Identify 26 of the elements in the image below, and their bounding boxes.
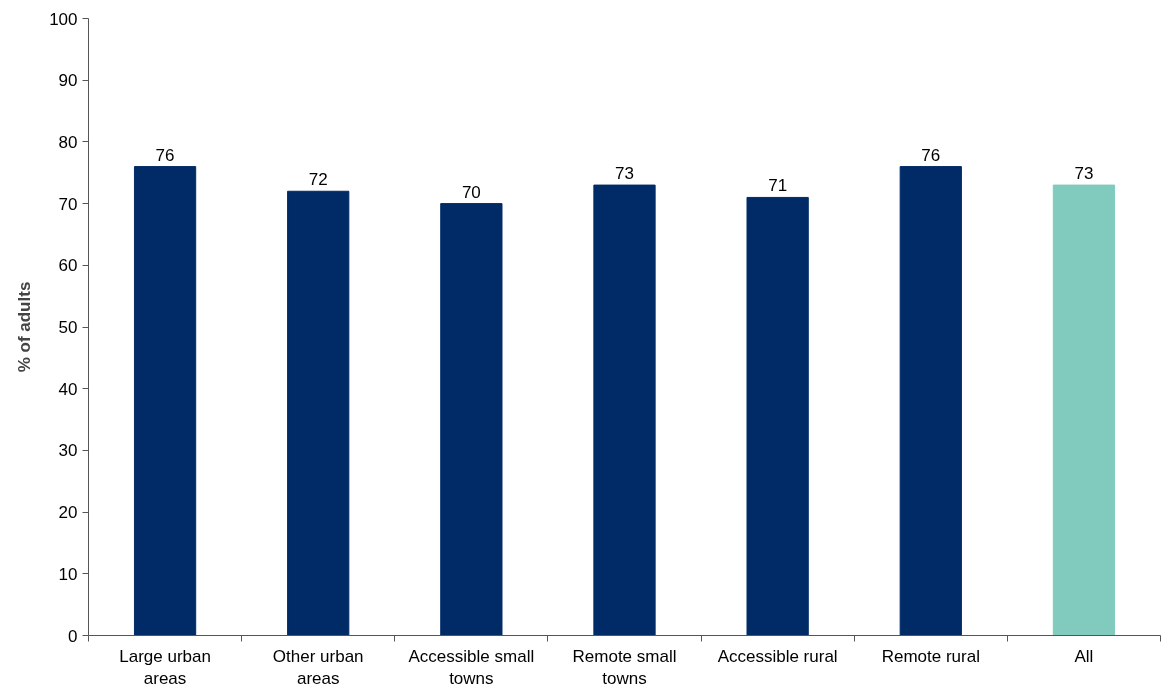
data-label: 76 [921, 145, 941, 165]
y-tick-label: 80 [58, 132, 78, 152]
y-tick-label: 20 [58, 503, 78, 523]
y-tick-label: 30 [58, 441, 78, 461]
y-tick-label: 60 [58, 256, 78, 276]
x-tick-label: All [1074, 646, 1094, 666]
y-tick-label: 70 [58, 194, 78, 214]
data-label: 70 [461, 182, 481, 202]
y-tick-label: 90 [58, 71, 78, 91]
data-label: 73 [615, 164, 634, 184]
data-label: 76 [155, 145, 175, 165]
x-tick-label: Other urban areas [272, 646, 364, 689]
y-axis-title: % of adults [15, 281, 35, 373]
y-tick-label: 50 [58, 318, 78, 337]
x-tick-label: Accessible small towns [408, 646, 535, 689]
x-tick-label: Large urban areas [119, 646, 211, 689]
y-tick-label: 0 [68, 626, 78, 646]
x-tick-label: Remote rural [881, 646, 980, 666]
x-tick-label: Accessible rural [717, 646, 838, 666]
data-label: 71 [768, 176, 788, 196]
x-tick-label: Remote small towns [572, 646, 677, 689]
data-label: 73 [1074, 164, 1094, 184]
y-tick-label: 10 [58, 564, 78, 584]
y-tick-label: 100 [49, 9, 78, 29]
y-tick-label: 40 [58, 379, 78, 399]
data-label: 72 [308, 170, 328, 190]
